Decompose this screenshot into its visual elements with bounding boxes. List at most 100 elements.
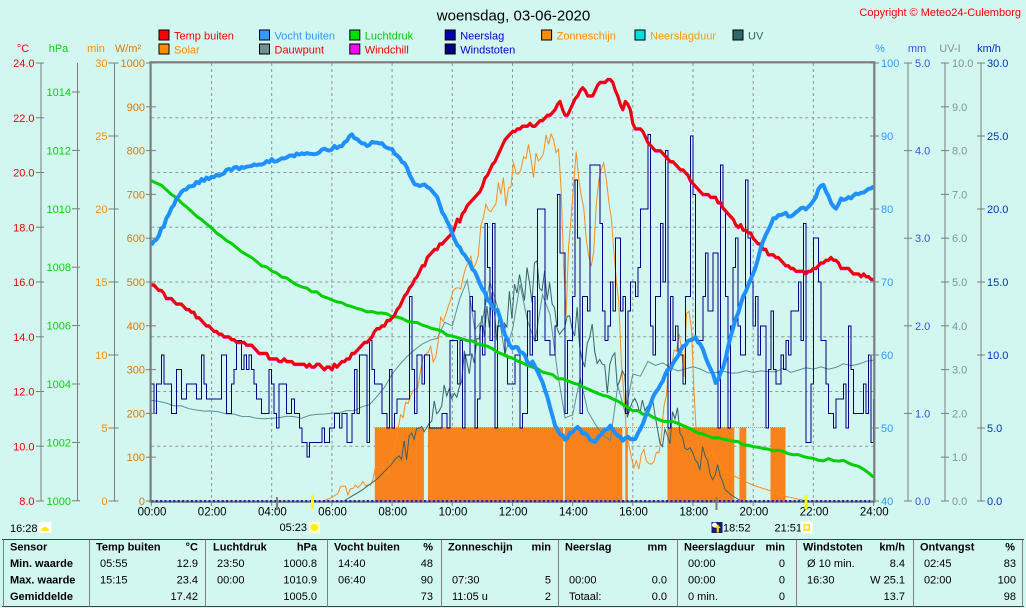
svg-text:W 25.1: W 25.1 — [870, 575, 905, 587]
svg-text:Ontvangst: Ontvangst — [920, 542, 975, 554]
svg-text:90: 90 — [881, 131, 893, 143]
svg-text:25: 25 — [95, 131, 107, 143]
svg-text:5.0: 5.0 — [952, 277, 967, 289]
svg-text:Vocht buiten: Vocht buiten — [275, 31, 336, 43]
svg-text:400: 400 — [127, 321, 145, 333]
svg-text:16:28: 16:28 — [10, 523, 38, 535]
svg-text:Temp buiten: Temp buiten — [174, 31, 234, 43]
svg-text:Neerslag: Neerslag — [565, 542, 611, 554]
svg-text:mm: mm — [908, 43, 926, 55]
svg-text:1008: 1008 — [47, 262, 71, 274]
svg-text:24.0: 24.0 — [13, 58, 34, 70]
svg-text:18.0: 18.0 — [13, 222, 34, 234]
svg-text:16:30: 16:30 — [807, 575, 835, 587]
svg-text:km/h: km/h — [879, 542, 905, 554]
svg-text:2.0: 2.0 — [915, 321, 930, 333]
svg-text:0.0: 0.0 — [652, 575, 667, 587]
svg-text:80: 80 — [881, 204, 893, 216]
svg-text:02:00: 02:00 — [924, 575, 952, 587]
svg-text:mm: mm — [647, 542, 667, 554]
svg-text:0.0: 0.0 — [652, 591, 667, 603]
svg-text:83: 83 — [1004, 558, 1016, 570]
svg-text:15:15: 15:15 — [100, 575, 128, 587]
svg-text:10.0: 10.0 — [13, 441, 34, 453]
svg-text:1010: 1010 — [47, 204, 71, 216]
svg-text:UV: UV — [748, 31, 764, 43]
svg-text:15: 15 — [95, 277, 107, 289]
svg-text:40: 40 — [881, 496, 893, 508]
svg-text:7.0: 7.0 — [952, 189, 967, 201]
svg-text:5.0: 5.0 — [987, 423, 1002, 435]
svg-text:°C: °C — [17, 43, 29, 55]
svg-text:20:00: 20:00 — [740, 507, 769, 519]
svg-text:1005.0: 1005.0 — [283, 591, 317, 603]
svg-text:22:00: 22:00 — [800, 507, 829, 519]
svg-text:18:00: 18:00 — [679, 507, 708, 519]
svg-text:0: 0 — [139, 496, 145, 508]
svg-text:Windstoten: Windstoten — [803, 542, 863, 554]
svg-text:Luchtdruk: Luchtdruk — [365, 31, 414, 43]
svg-text:23:50: 23:50 — [217, 558, 245, 570]
svg-text:9.0: 9.0 — [952, 102, 967, 114]
svg-text:98: 98 — [1004, 591, 1016, 603]
svg-text:600: 600 — [127, 233, 145, 245]
svg-text:10: 10 — [95, 350, 107, 362]
svg-text:2: 2 — [545, 591, 551, 603]
svg-text:Luchtdruk: Luchtdruk — [213, 542, 268, 554]
svg-text:0: 0 — [779, 558, 785, 570]
svg-text:5: 5 — [101, 423, 107, 435]
svg-text:12.0: 12.0 — [13, 387, 34, 399]
svg-text:0: 0 — [779, 591, 785, 603]
svg-text:10.0: 10.0 — [987, 350, 1008, 362]
svg-text:Totaal:: Totaal: — [569, 591, 601, 603]
svg-text:800: 800 — [127, 146, 145, 158]
svg-text:Zonneschijn: Zonneschijn — [557, 31, 616, 43]
svg-text:24:00: 24:00 — [860, 507, 889, 519]
svg-text:1014: 1014 — [47, 87, 71, 99]
svg-text:0.0: 0.0 — [952, 496, 967, 508]
svg-text:%: % — [423, 542, 433, 554]
svg-text:10.0: 10.0 — [952, 58, 973, 70]
svg-text:Max. waarde: Max. waarde — [10, 575, 75, 587]
svg-text:hPa: hPa — [297, 542, 318, 554]
svg-text:Solar: Solar — [174, 45, 200, 57]
svg-text:90: 90 — [421, 575, 433, 587]
svg-text:6.0: 6.0 — [952, 233, 967, 245]
svg-text:13.7: 13.7 — [884, 591, 905, 603]
svg-text:05:23: 05:23 — [279, 522, 307, 534]
svg-text:Ø 10 min.: Ø 10 min. — [807, 558, 855, 570]
svg-text:06:40: 06:40 — [338, 575, 366, 587]
svg-text:1004: 1004 — [47, 379, 71, 391]
svg-text:3.0: 3.0 — [915, 233, 930, 245]
svg-text:3.0: 3.0 — [952, 365, 967, 377]
svg-text:30.0: 30.0 — [987, 58, 1008, 70]
svg-text:°C: °C — [186, 542, 198, 554]
svg-text:100: 100 — [998, 575, 1016, 587]
svg-text:0.0: 0.0 — [915, 496, 930, 508]
svg-text:17.42: 17.42 — [170, 591, 198, 603]
svg-text:700: 700 — [127, 189, 145, 201]
svg-text:Neerslag: Neerslag — [460, 31, 504, 43]
svg-text:8.4: 8.4 — [890, 558, 905, 570]
svg-text:48: 48 — [421, 558, 433, 570]
svg-text:%: % — [1005, 542, 1015, 554]
svg-text:12:00: 12:00 — [499, 507, 528, 519]
svg-text:14:40: 14:40 — [338, 558, 366, 570]
svg-text:0: 0 — [101, 496, 107, 508]
svg-text:00:00: 00:00 — [688, 558, 716, 570]
svg-text:00:00: 00:00 — [688, 575, 716, 587]
svg-text:12.9: 12.9 — [177, 558, 198, 570]
svg-text:21:51: 21:51 — [775, 523, 803, 535]
svg-text:23.4: 23.4 — [177, 575, 198, 587]
svg-text:14:00: 14:00 — [559, 507, 588, 519]
svg-text:20.0: 20.0 — [13, 168, 34, 180]
svg-text:Neerslagduur: Neerslagduur — [650, 31, 716, 43]
svg-text:8.0: 8.0 — [19, 496, 34, 508]
svg-text:300: 300 — [127, 365, 145, 377]
svg-text:16:00: 16:00 — [619, 507, 648, 519]
svg-text:UV-I: UV-I — [939, 43, 960, 55]
svg-text:04:00: 04:00 — [258, 507, 287, 519]
svg-text:8.0: 8.0 — [952, 146, 967, 158]
svg-text:06:00: 06:00 — [318, 507, 347, 519]
svg-text:500: 500 — [127, 277, 145, 289]
